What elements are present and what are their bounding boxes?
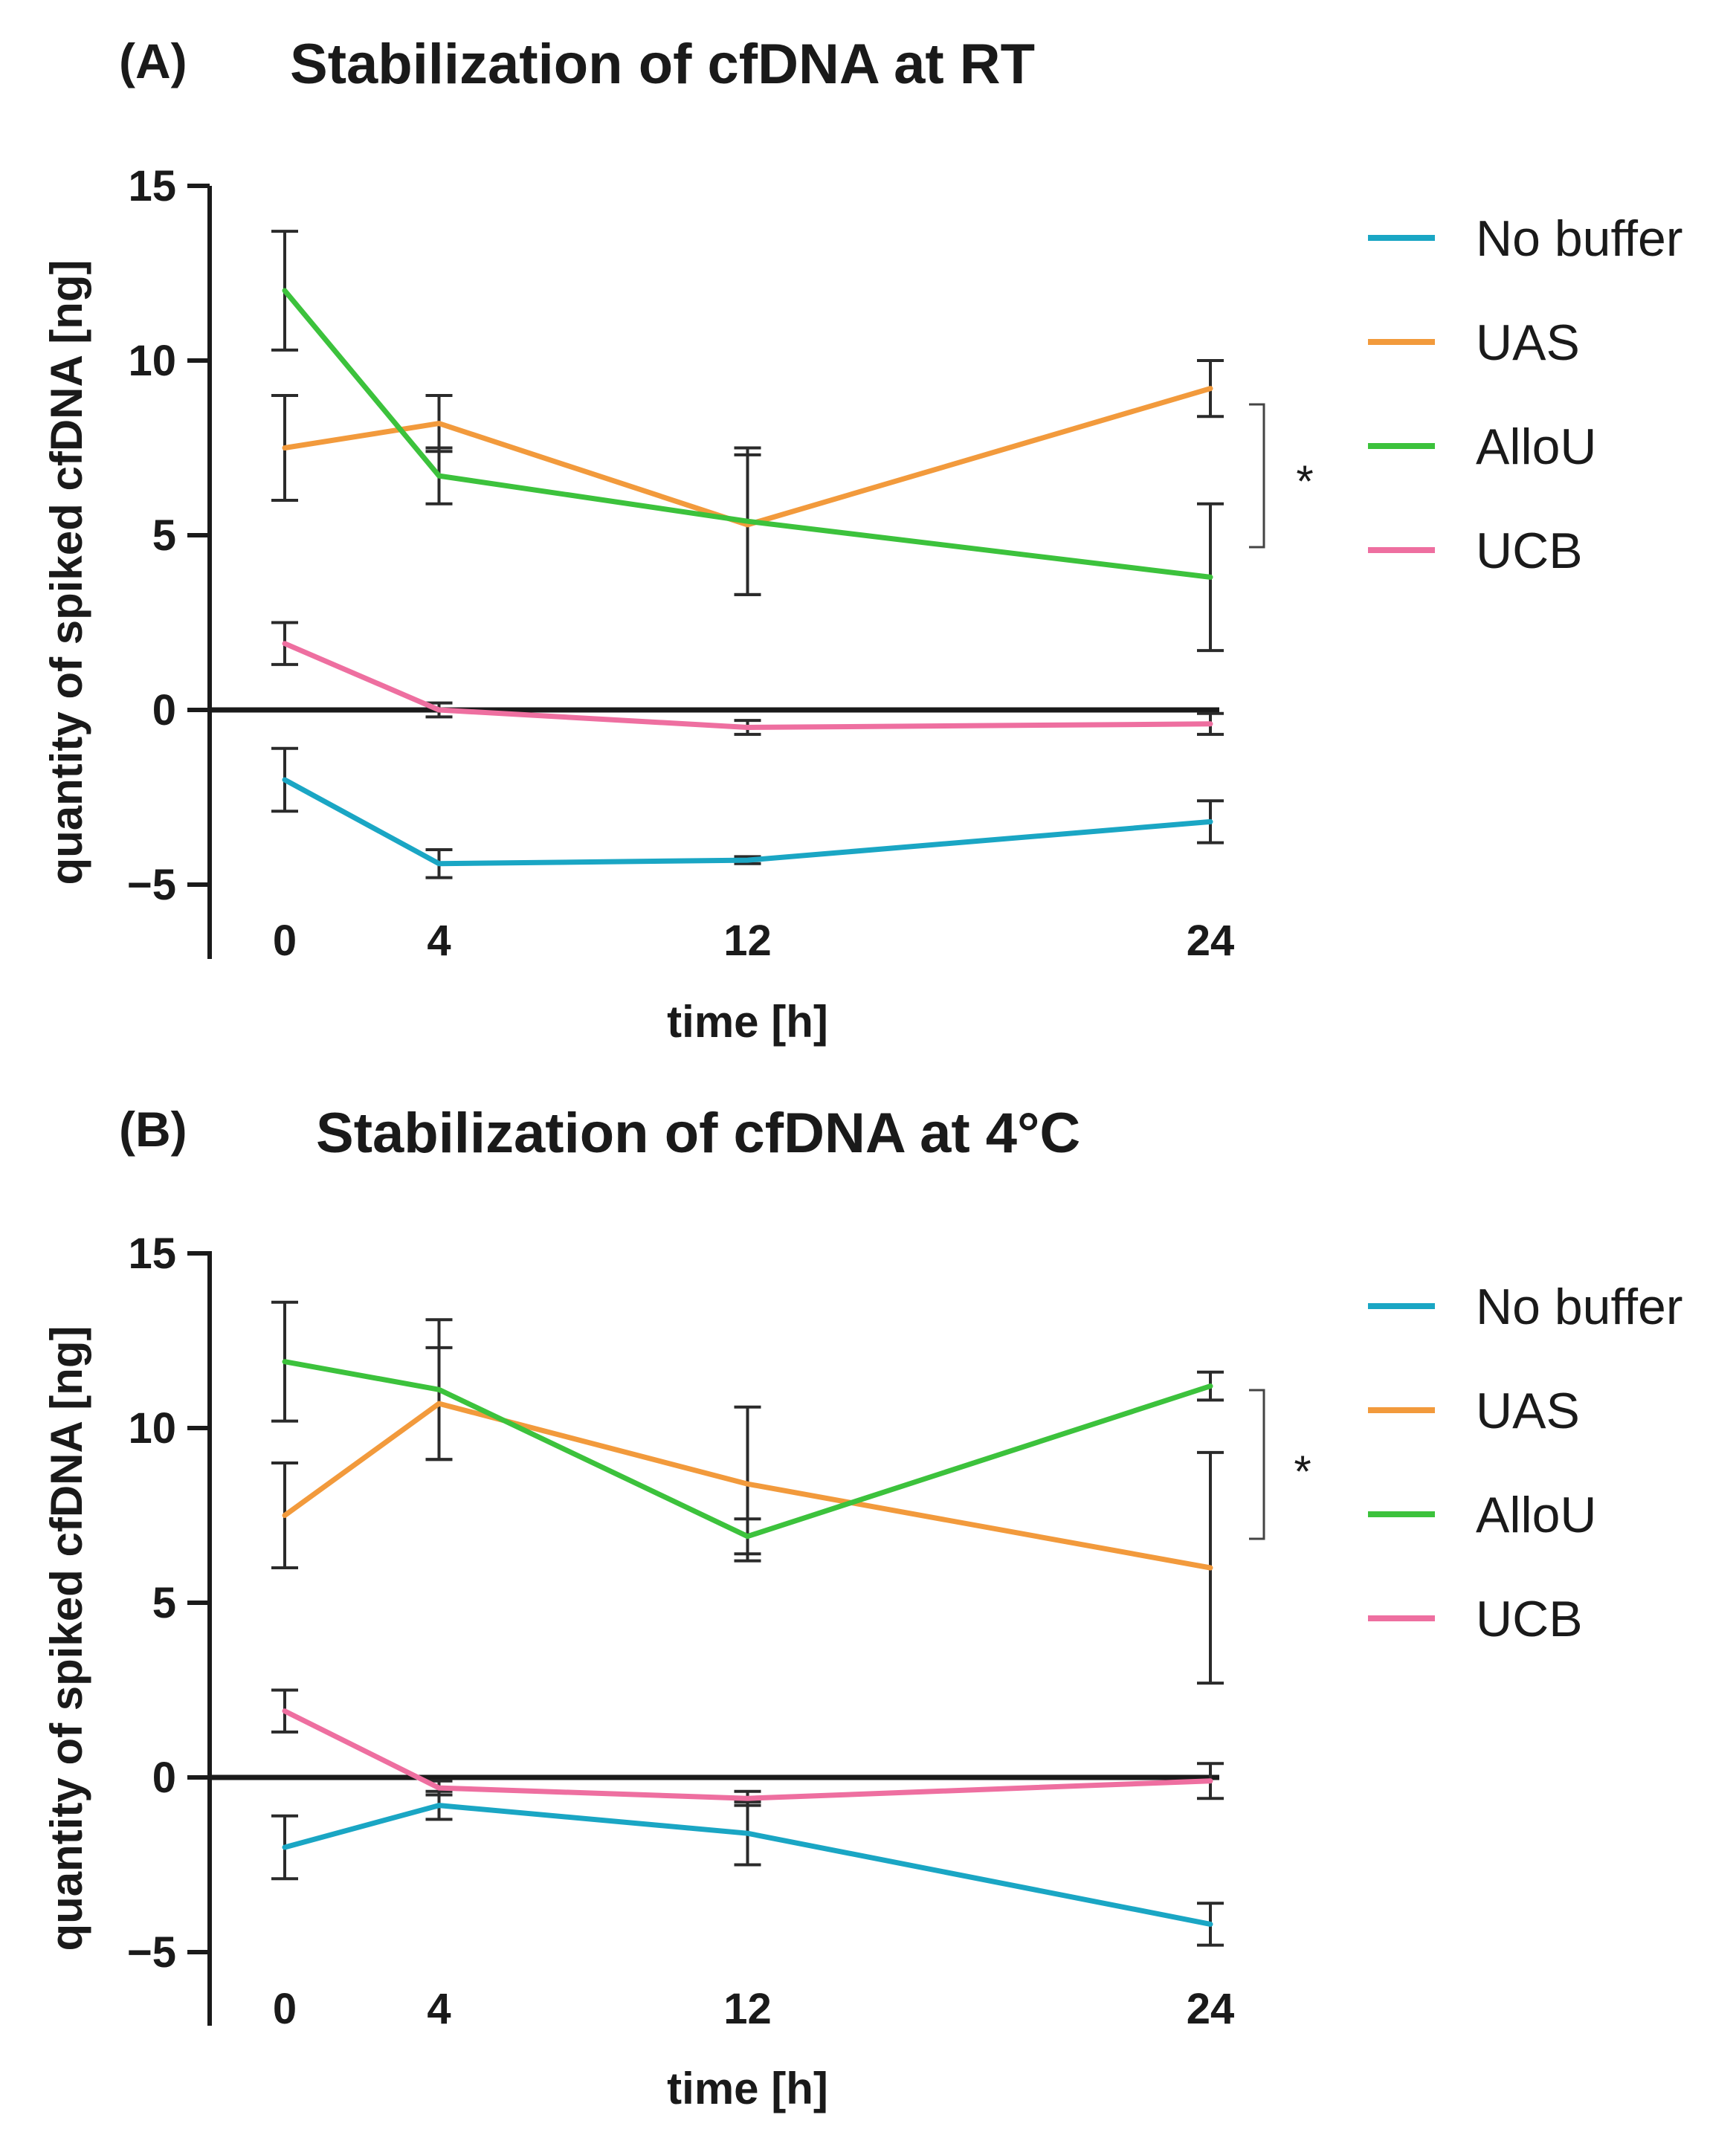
legend-label: UCB — [1476, 1591, 1583, 1647]
legend-item-allou: AlloU — [1368, 419, 1597, 475]
legend-item-no-buffer: No buffer — [1368, 1279, 1682, 1335]
y-tick-label: 5 — [152, 1579, 176, 1627]
series-line-no-buffer — [282, 777, 1213, 867]
series-line-uas — [282, 386, 1213, 528]
legend-item-allou: AlloU — [1368, 1487, 1597, 1543]
series-line-allou — [282, 288, 1213, 580]
y-tick-label: 10 — [128, 337, 176, 385]
series-line-uas — [282, 1401, 1213, 1571]
legend-label: UAS — [1476, 314, 1580, 371]
series-line-no-buffer — [282, 1803, 1213, 1927]
legend-item-no-buffer: No buffer — [1368, 210, 1682, 267]
legend-label: No buffer — [1476, 1279, 1682, 1335]
significance-bracket — [1249, 403, 1265, 549]
panel-b-chart: (B) Stabilization of cfDNA at 4°C −5 0 5 10 15… — [42, 1102, 1682, 2113]
significance-star: * — [1296, 456, 1313, 506]
x-axis-label: time [h] — [667, 997, 828, 1047]
y-tick-label: 10 — [128, 1404, 176, 1453]
significance-star: * — [1294, 1447, 1311, 1496]
x-tick-label: 24 — [1187, 917, 1235, 965]
y-tick-label: 15 — [128, 1230, 176, 1278]
y-tick-label: −5 — [127, 1928, 176, 1977]
x-tick-label: 24 — [1187, 1985, 1235, 2033]
panel-a-chart: (A) Stabilization of cfDNA at RT −5 0 5 10 15 0… — [42, 33, 1682, 1047]
legend-item-uas: UAS — [1368, 314, 1580, 371]
x-tick-label: 0 — [273, 917, 297, 965]
legend-item-uas: UAS — [1368, 1383, 1580, 1439]
x-tick-label: 12 — [723, 1985, 772, 2033]
y-tick-label: 5 — [152, 511, 176, 560]
legend-label: AlloU — [1476, 1487, 1597, 1543]
chart-title: Stabilization of cfDNA at 4°C — [316, 1102, 1080, 1165]
legend-label: AlloU — [1476, 419, 1597, 475]
series-line-ucb — [282, 1708, 1213, 1801]
panel-label: (B) — [119, 1102, 187, 1157]
legend-item-ucb: UCB — [1368, 523, 1583, 579]
significance-bracket — [1249, 1389, 1265, 1540]
chart-title: Stabilization of cfDNA at RT — [290, 33, 1035, 96]
x-tick-label: 0 — [273, 1985, 297, 2033]
series-line-allou — [282, 1359, 1213, 1540]
x-tick-label: 12 — [723, 917, 772, 965]
y-tick-label: 0 — [152, 1754, 176, 1802]
legend-label: UAS — [1476, 1383, 1580, 1439]
legend-label: No buffer — [1476, 210, 1682, 267]
panel-label: (A) — [119, 33, 187, 88]
y-tick-label: −5 — [127, 861, 176, 909]
series-line-ucb — [282, 641, 1213, 730]
x-axis-label: time [h] — [667, 2064, 828, 2113]
y-axis-label: quantity of spiked cfDNA [ng] — [42, 259, 91, 885]
x-tick-label: 4 — [427, 917, 451, 965]
y-tick-label: 15 — [128, 162, 176, 210]
y-tick-label: 0 — [152, 686, 176, 734]
legend-label: UCB — [1476, 523, 1583, 579]
legend-item-ucb: UCB — [1368, 1591, 1583, 1647]
y-axis-label: quantity of spiked cfDNA [ng] — [42, 1325, 91, 1951]
x-tick-label: 4 — [427, 1985, 451, 2033]
